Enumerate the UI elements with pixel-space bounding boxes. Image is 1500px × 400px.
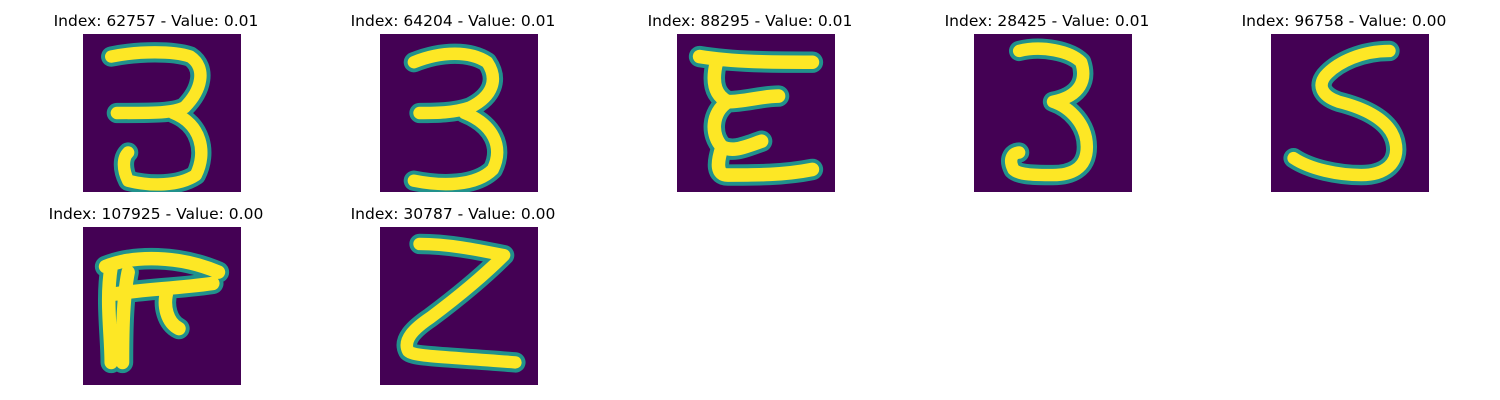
digit-image — [380, 34, 538, 192]
panel-5: Index: 96758 - Value: 0.00 — [1194, 0, 1494, 192]
panel-title: Index: 64204 - Value: 0.01 — [350, 12, 556, 30]
digit-image — [380, 227, 538, 385]
panel-1: Index: 62757 - Value: 0.01 — [6, 0, 306, 192]
digit-image — [83, 34, 241, 192]
panel-4: Index: 28425 - Value: 0.01 — [897, 0, 1197, 192]
panel-title: Index: 107925 - Value: 0.00 — [48, 205, 264, 223]
panel-title: Index: 96758 - Value: 0.00 — [1241, 12, 1447, 30]
panel-6: Index: 107925 - Value: 0.00 — [6, 193, 306, 385]
panel-title: Index: 88295 - Value: 0.01 — [647, 12, 853, 30]
panel-title: Index: 62757 - Value: 0.01 — [53, 12, 259, 30]
panel-3: Index: 88295 - Value: 0.01 — [600, 0, 900, 192]
digit-image — [677, 34, 835, 192]
digit-image — [1271, 34, 1429, 192]
digit-image — [974, 34, 1132, 192]
panel-title: Index: 30787 - Value: 0.00 — [350, 205, 556, 223]
panel-2: Index: 64204 - Value: 0.01 — [303, 0, 603, 192]
panel-title: Index: 28425 - Value: 0.01 — [944, 12, 1150, 30]
digit-image — [83, 227, 241, 385]
panel-7: Index: 30787 - Value: 0.00 — [303, 193, 603, 385]
